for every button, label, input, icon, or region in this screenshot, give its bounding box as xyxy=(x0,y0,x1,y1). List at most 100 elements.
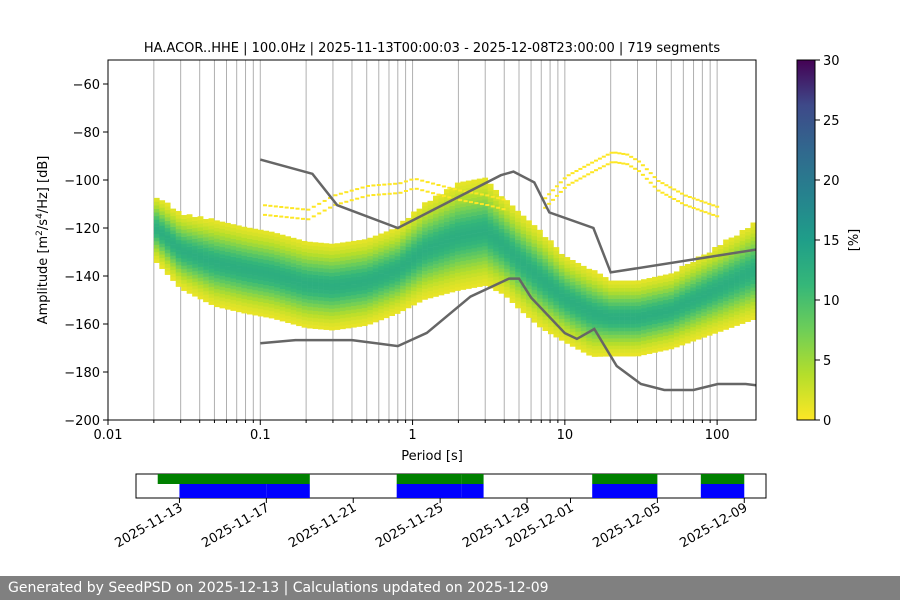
heatmap-cell xyxy=(307,295,313,300)
heatmap-cell xyxy=(414,187,419,190)
heatmap-cell xyxy=(449,191,456,196)
heatmap-cell xyxy=(608,338,614,343)
heatmap-cell xyxy=(433,253,439,258)
heatmap-cell xyxy=(306,208,311,211)
heatmap-cell xyxy=(498,250,505,255)
heatmap-cell xyxy=(378,265,385,270)
heatmap-cell xyxy=(553,283,560,288)
heatmap-cell xyxy=(433,202,439,207)
heatmap-cell xyxy=(400,220,406,225)
heatmap-cell xyxy=(197,281,204,285)
heatmap-cell xyxy=(246,267,253,272)
heatmap-cell xyxy=(701,272,708,277)
heatmap-cell xyxy=(394,277,401,282)
heatmap-cell xyxy=(690,334,697,338)
heatmap-cell xyxy=(493,229,500,234)
heatmap-cell xyxy=(296,250,302,255)
heatmap-cell xyxy=(225,269,231,274)
heatmap-cell xyxy=(542,301,549,306)
heatmap-cell xyxy=(630,287,636,292)
heatmap-cell xyxy=(520,222,527,227)
heatmap-cell xyxy=(438,194,445,199)
heatmap-cell xyxy=(586,290,593,295)
heatmap-cell xyxy=(422,216,428,221)
heatmap-cell xyxy=(608,327,614,332)
heatmap-cell xyxy=(438,248,445,253)
heatmap-cell xyxy=(383,292,390,297)
heatmap-cell xyxy=(575,277,582,282)
heatmap-cell xyxy=(307,310,313,315)
heatmap-cell xyxy=(728,280,735,285)
heatmap-cell xyxy=(192,242,198,247)
heatmap-cell xyxy=(493,222,500,227)
heatmap-cell xyxy=(339,285,346,290)
heatmap-cell xyxy=(542,273,549,277)
heatmap-cell xyxy=(197,270,204,275)
heatmap-cell xyxy=(520,276,527,281)
heatmap-cell xyxy=(750,301,756,306)
heatmap-cell xyxy=(394,270,401,275)
heatmap-cell xyxy=(711,213,716,216)
heatmap-cell xyxy=(318,296,324,301)
heatmap-cell xyxy=(443,246,450,251)
heatmap-cell xyxy=(558,257,565,262)
heatmap-cell xyxy=(411,287,417,292)
heatmap-cell xyxy=(164,217,171,221)
heatmap-cell xyxy=(246,292,253,297)
heatmap-cell xyxy=(691,197,696,200)
heatmap-cell xyxy=(416,266,423,271)
heatmap-cell xyxy=(252,293,259,298)
heatmap-cell xyxy=(646,317,653,322)
heatmap-cell xyxy=(422,234,428,239)
heatmap-cell xyxy=(668,195,673,198)
heatmap-cell xyxy=(668,312,675,317)
heatmap-cell xyxy=(673,307,680,312)
heatmap-cell xyxy=(515,304,521,309)
heatmap-cell xyxy=(734,257,740,262)
heatmap-cell xyxy=(400,303,406,308)
heatmap-cell xyxy=(318,264,324,269)
heatmap-cell xyxy=(630,312,636,317)
heatmap-cell xyxy=(515,254,521,258)
heatmap-cell xyxy=(613,316,620,321)
heatmap-cell xyxy=(662,296,669,301)
heatmap-cell xyxy=(591,280,598,285)
heatmap-cell xyxy=(690,287,697,292)
heatmap-cell xyxy=(235,265,242,269)
heatmap-cell xyxy=(739,237,746,242)
timeline-blue-span xyxy=(179,484,267,498)
heatmap-cell xyxy=(301,262,308,267)
heatmap-cell xyxy=(690,305,697,310)
heatmap-cell xyxy=(449,212,456,217)
heatmap-cell xyxy=(597,345,604,350)
heatmap-cell xyxy=(263,302,270,307)
heatmap-cell xyxy=(602,316,609,321)
heatmap-cell xyxy=(613,330,620,335)
heatmap-cell xyxy=(504,290,510,295)
heatmap-cell xyxy=(170,266,177,271)
heatmap-cell xyxy=(405,264,412,269)
heatmap-cell xyxy=(454,200,461,205)
heatmap-cell xyxy=(531,264,538,269)
heatmap-cell xyxy=(520,255,527,260)
heatmap-cell xyxy=(504,232,510,237)
heatmap-cell xyxy=(624,348,631,353)
heatmap-cell xyxy=(586,312,593,316)
heatmap-cell xyxy=(717,245,724,249)
heatmap-cell xyxy=(454,269,461,273)
heatmap-cell xyxy=(405,297,412,302)
heatmap-cell xyxy=(745,256,751,261)
heatmap-cell xyxy=(750,262,756,267)
heatmap-cell xyxy=(416,223,423,227)
heatmap-cell xyxy=(619,323,625,328)
heatmap-cell xyxy=(624,280,631,285)
heatmap-cell xyxy=(285,293,291,298)
heatmap-cell xyxy=(225,230,231,235)
heatmap-cell xyxy=(728,291,735,296)
heatmap-cell xyxy=(378,298,385,303)
heatmap-cell xyxy=(235,247,242,251)
heatmap-cell xyxy=(487,201,494,206)
heatmap-cell xyxy=(509,209,516,213)
heatmap-cell xyxy=(690,319,697,324)
heatmap-cell xyxy=(630,294,636,299)
